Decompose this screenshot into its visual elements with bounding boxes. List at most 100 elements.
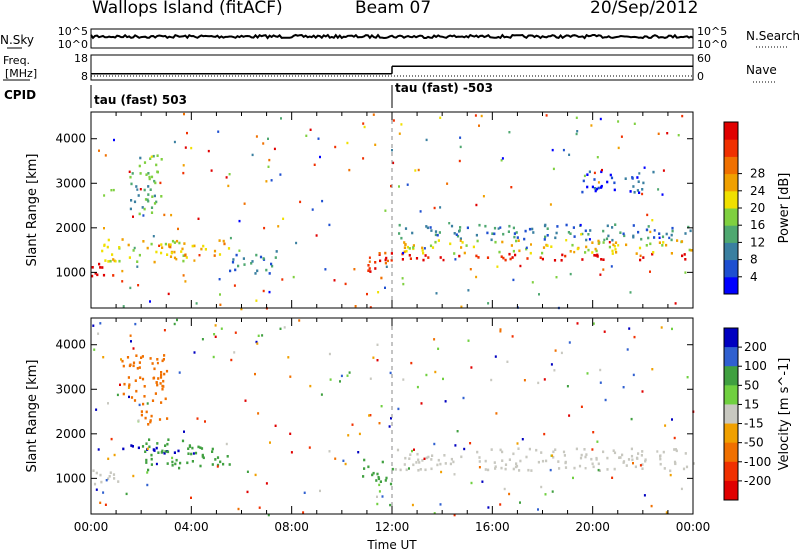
power-panel-cell bbox=[562, 148, 565, 152]
power-panel-cell bbox=[611, 238, 614, 242]
velocity-panel-cell bbox=[463, 447, 466, 451]
velocity-panel-cell bbox=[651, 368, 654, 371]
velocity-panel-cell bbox=[211, 450, 214, 453]
power-panel-cell bbox=[637, 230, 640, 234]
power-panel-cell bbox=[565, 223, 568, 227]
velocity-panel-cell bbox=[584, 455, 587, 459]
power-panel-cell bbox=[619, 231, 622, 234]
velocity-panel-cell bbox=[413, 448, 415, 451]
velocity-panel-cell bbox=[257, 412, 260, 415]
power-panel-cell bbox=[112, 274, 115, 277]
velocity-panel-cell bbox=[397, 407, 400, 411]
power-panel-cell bbox=[482, 195, 485, 198]
power-panel-cell bbox=[160, 251, 163, 255]
velocity-panel-cell bbox=[107, 477, 110, 481]
power-panel-cell bbox=[169, 245, 172, 249]
power-panel-cell bbox=[636, 189, 639, 192]
power-panel-cell bbox=[384, 251, 387, 255]
power-panel-cell bbox=[593, 254, 596, 257]
velocity-panel-cell bbox=[591, 462, 594, 466]
velocity-panel-ytick-label: 2000 bbox=[55, 427, 86, 441]
velocity-panel-cell bbox=[634, 465, 637, 469]
power-panel-cells bbox=[91, 112, 693, 311]
power-panel-cell bbox=[624, 177, 627, 180]
velocity-panel-cell bbox=[630, 447, 633, 451]
power-panel-cell bbox=[531, 227, 534, 231]
velocity-panel-cell bbox=[148, 438, 151, 441]
velocity-panel-colorbar-label: 15 bbox=[744, 397, 759, 411]
velocity-panel-cell bbox=[557, 460, 560, 463]
power-panel-cell bbox=[499, 226, 502, 229]
power-panel-colorbar-swatch bbox=[724, 139, 738, 157]
velocity-panel-cell bbox=[675, 449, 678, 453]
beam-title: Beam 07 bbox=[355, 0, 432, 18]
velocity-panel-cell bbox=[545, 459, 548, 463]
power-panel-cell bbox=[160, 243, 163, 246]
velocity-panel-cell bbox=[470, 366, 473, 369]
power-panel-cell bbox=[597, 239, 600, 243]
power-panel-cell bbox=[91, 274, 94, 278]
power-panel-cell bbox=[207, 149, 210, 153]
velocity-panel-cell bbox=[166, 442, 169, 446]
power-panel-cell bbox=[98, 262, 101, 266]
velocity-panel-cell bbox=[120, 358, 122, 361]
power-panel-cell bbox=[238, 249, 241, 252]
velocity-panel-cell bbox=[685, 465, 689, 469]
velocity-panel-cell bbox=[641, 463, 644, 466]
velocity-panel-cell bbox=[376, 502, 379, 506]
power-panel-cell bbox=[636, 176, 639, 179]
velocity-panel-cell bbox=[416, 385, 419, 389]
power-panel-cell bbox=[475, 203, 478, 207]
power-panel-cell bbox=[623, 234, 626, 238]
power-panel-cell bbox=[677, 134, 680, 137]
velocity-panel-cell bbox=[257, 334, 260, 337]
power-panel-cell bbox=[487, 302, 490, 305]
power-panel-cell bbox=[398, 185, 400, 188]
velocity-panel-cell bbox=[456, 430, 459, 433]
velocity-panel-cell bbox=[194, 451, 198, 455]
power-panel-cell bbox=[681, 114, 684, 118]
velocity-panel-cell bbox=[140, 413, 143, 417]
power-panel-cell bbox=[101, 249, 104, 253]
power-panel-cell bbox=[422, 251, 425, 255]
power-panel-cell bbox=[186, 131, 188, 135]
power-panel-cell bbox=[218, 239, 221, 242]
power-panel-cell bbox=[403, 246, 406, 249]
velocity-panel-cell bbox=[519, 501, 521, 504]
power-panel-cell bbox=[213, 254, 216, 257]
x-tick-label: 08:00 bbox=[274, 520, 309, 534]
power-panel-cell bbox=[369, 270, 372, 273]
velocity-panel-cell bbox=[261, 334, 264, 337]
power-panel-cell bbox=[658, 241, 661, 244]
power-panel-cell bbox=[500, 159, 503, 162]
power-panel-colorbar-swatch bbox=[724, 156, 738, 175]
power-panel-cell bbox=[167, 292, 170, 296]
velocity-panel-cell bbox=[357, 451, 360, 454]
velocity-panel-cell bbox=[410, 361, 413, 365]
velocity-panel-cell bbox=[146, 471, 149, 474]
velocity-panel-cell bbox=[378, 483, 381, 487]
velocity-panel-cell bbox=[602, 450, 605, 454]
power-panel-cell bbox=[204, 248, 207, 251]
power-panel-cell bbox=[398, 132, 401, 135]
power-panel-cell bbox=[662, 241, 665, 244]
power-panel-cell bbox=[453, 252, 456, 255]
velocity-panel-cell bbox=[418, 461, 421, 464]
power-panel-colorbar-label: 24 bbox=[750, 184, 765, 198]
power-panel-cell bbox=[238, 219, 241, 223]
power-panel-cell bbox=[596, 255, 599, 258]
velocity-panel-cell bbox=[122, 364, 125, 368]
velocity-panel-cell bbox=[162, 379, 165, 383]
velocity-panel-cell bbox=[160, 371, 163, 374]
velocity-panel-colorbar-label: -50 bbox=[744, 436, 764, 450]
velocity-panel-cell bbox=[543, 432, 546, 436]
velocity-panel-cell bbox=[372, 471, 375, 475]
power-panel-cell bbox=[585, 238, 588, 242]
power-panel-ytick-label: 4000 bbox=[55, 132, 86, 146]
power-panel-cell bbox=[459, 136, 462, 139]
power-panel-cell bbox=[180, 250, 183, 253]
power-panel-cell bbox=[480, 114, 483, 118]
power-panel-cell bbox=[549, 203, 552, 206]
velocity-panel-cell bbox=[563, 454, 566, 457]
power-panel-cell bbox=[384, 286, 386, 289]
